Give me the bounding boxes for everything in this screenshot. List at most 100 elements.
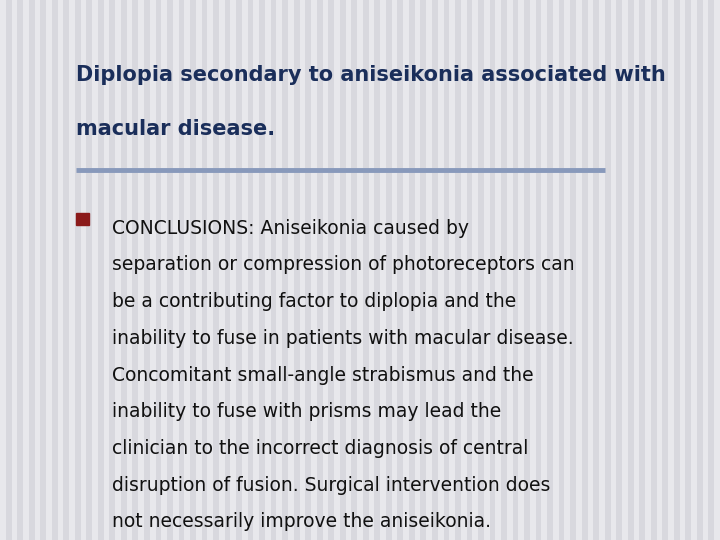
Text: clinician to the incorrect diagnosis of central: clinician to the incorrect diagnosis of … [112, 439, 528, 458]
Bar [29, 0, 35, 540]
Bar [426, 0, 432, 540]
Bar [167, 0, 173, 540]
Bar [530, 0, 536, 540]
Bar [668, 0, 674, 540]
Bar [184, 0, 190, 540]
Text: inability to fuse with prisms may lead the: inability to fuse with prisms may lead t… [112, 402, 501, 421]
Bar [127, 0, 132, 540]
Bar [662, 0, 668, 540]
Bar [334, 0, 340, 540]
Bar [685, 0, 691, 540]
Text: separation or compression of photoreceptors can: separation or compression of photorecept… [112, 255, 575, 274]
Bar [23, 0, 29, 540]
Bar [461, 0, 467, 540]
Bar [501, 0, 507, 540]
Bar [409, 0, 415, 540]
Bar [121, 0, 127, 540]
Text: disruption of fusion. Surgical intervention does: disruption of fusion. Surgical intervent… [112, 476, 550, 495]
Bar [714, 0, 720, 540]
Bar [138, 0, 144, 540]
Bar [467, 0, 472, 540]
Bar [248, 0, 253, 540]
Bar [69, 0, 75, 540]
Bar [202, 0, 207, 540]
Bar [98, 0, 104, 540]
Bar [697, 0, 703, 540]
Bar [380, 0, 386, 540]
Bar [317, 0, 323, 540]
Bar [651, 0, 657, 540]
Bar [6, 0, 12, 540]
Bar [449, 0, 455, 540]
Bar [455, 0, 461, 540]
Text: be a contributing factor to diplopia and the: be a contributing factor to diplopia and… [112, 292, 516, 311]
Bar [92, 0, 98, 540]
Bar [524, 0, 530, 540]
Bar [12, 0, 17, 540]
Bar [616, 0, 622, 540]
Bar [58, 0, 63, 540]
Bar [305, 0, 311, 540]
Bar [323, 0, 328, 540]
Bar [288, 0, 294, 540]
Bar [553, 0, 559, 540]
Bar [708, 0, 714, 540]
Bar [576, 0, 582, 540]
Bar [559, 0, 564, 540]
Text: not necessarily improve the aniseikonia.: not necessarily improve the aniseikonia. [112, 512, 490, 531]
Bar [311, 0, 317, 540]
Bar [253, 0, 259, 540]
Bar [490, 0, 495, 540]
Bar [634, 0, 639, 540]
Bar [507, 0, 513, 540]
Bar [484, 0, 490, 540]
Bar [363, 0, 369, 540]
Bar [605, 0, 611, 540]
Bar [513, 0, 518, 540]
Bar [282, 0, 288, 540]
Bar [242, 0, 248, 540]
Bar [259, 0, 265, 540]
Bar [207, 0, 213, 540]
Bar [236, 0, 242, 540]
Bar [564, 0, 570, 540]
Bar [397, 0, 403, 540]
Bar [680, 0, 685, 540]
Bar [75, 0, 81, 540]
Bar [547, 0, 553, 540]
Bar [541, 0, 547, 540]
Bar [340, 0, 346, 540]
Bar [438, 0, 444, 540]
Bar [588, 0, 593, 540]
Bar [213, 0, 219, 540]
Bar [190, 0, 196, 540]
Bar [611, 0, 616, 540]
Bar [17, 0, 23, 540]
Bar [369, 0, 374, 540]
Bar [81, 0, 86, 540]
Bar [150, 0, 156, 540]
Bar [645, 0, 651, 540]
Text: macular disease.: macular disease. [76, 119, 275, 139]
Bar [276, 0, 282, 540]
Bar [622, 0, 628, 540]
Text: CONCLUSIONS: Aniseikonia caused by: CONCLUSIONS: Aniseikonia caused by [112, 219, 469, 238]
Bar [472, 0, 478, 540]
Text: Diplopia secondary to aniseikonia associated with: Diplopia secondary to aniseikonia associ… [76, 65, 665, 85]
Bar [265, 0, 271, 540]
Bar [144, 0, 150, 540]
Bar [230, 0, 236, 540]
Bar [271, 0, 276, 540]
Bar [104, 0, 109, 540]
Bar [300, 0, 305, 540]
Bar [156, 0, 161, 540]
Bar [173, 0, 179, 540]
Bar [691, 0, 697, 540]
Bar [196, 0, 202, 540]
Text: Concomitant small-angle strabismus and the: Concomitant small-angle strabismus and t… [112, 366, 534, 384]
Bar [518, 0, 524, 540]
Bar [593, 0, 599, 540]
Bar [219, 0, 225, 540]
Bar [478, 0, 484, 540]
Bar [536, 0, 541, 540]
